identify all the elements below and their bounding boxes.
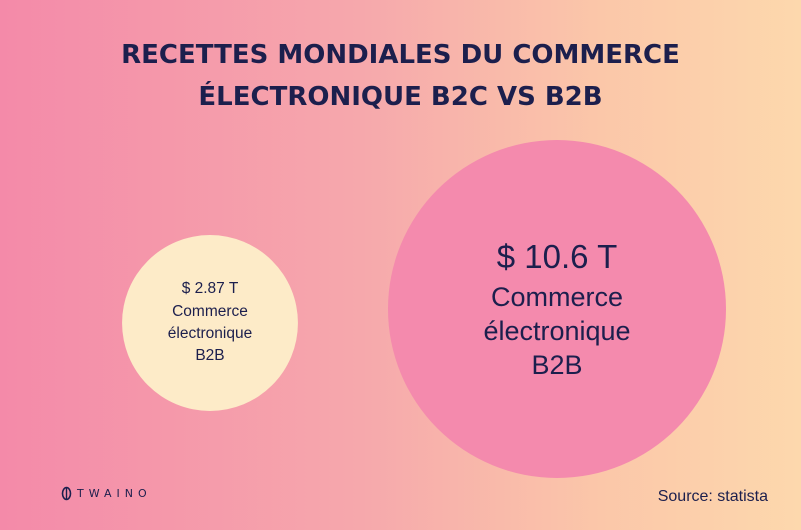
bubble-label-b2b-large: $ 10.6 T Commerce électronique B2B: [483, 234, 630, 382]
chart-title-line-2: ÉLECTRONIQUE B2C VS B2B: [198, 82, 603, 112]
bubble-2: [388, 140, 726, 478]
source-note: Source: statista: [657, 488, 768, 505]
leaf-logo-icon: [61, 486, 72, 501]
bubble-value-label: $ 2.87 T: [181, 280, 239, 297]
bubble-category-line: Commerce: [172, 303, 248, 320]
bubble-category-line: B2B: [531, 350, 583, 380]
chart-title-line-1: RECETTES MONDIALES DU COMMERCE: [121, 40, 680, 70]
bubble-category-line: B2B: [195, 347, 225, 364]
bubble-1: [122, 235, 298, 411]
bubble-label-b2b-small: $ 2.87 T Commerce électronique B2B: [168, 277, 252, 367]
chart-title: RECETTES MONDIALES DU COMMERCE ÉLECTRONI…: [0, 34, 801, 118]
twaino-logo: TWAINO: [60, 486, 152, 501]
bubble-category-line: électronique: [483, 316, 631, 346]
bubble-category-line: Commerce: [490, 282, 624, 312]
bubble-category-line: électronique: [167, 325, 253, 342]
logo-wordmark: TWAINO: [77, 487, 152, 500]
bubble-value-label: $ 10.6 T: [496, 238, 618, 275]
